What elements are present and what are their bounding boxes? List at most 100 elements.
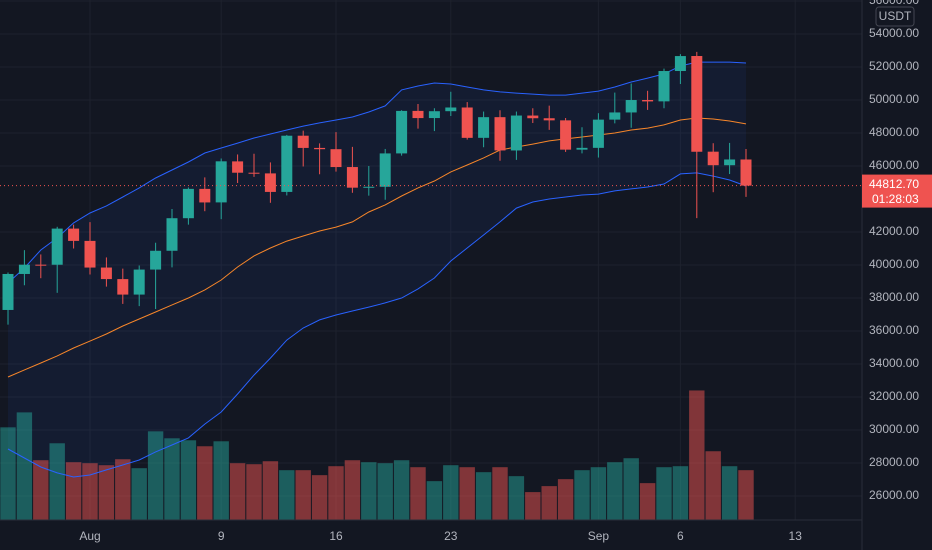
x-tick-label: 6 xyxy=(677,529,684,543)
candle-body xyxy=(51,228,63,265)
volume-bar xyxy=(738,470,754,520)
last-price-box xyxy=(862,174,932,208)
y-tick-label: 26000.00 xyxy=(869,488,919,502)
volume-bar xyxy=(131,468,147,520)
y-tick-label: 30000.00 xyxy=(869,422,919,436)
volume-bar xyxy=(82,463,98,520)
candle-body xyxy=(330,149,342,168)
volume-bar xyxy=(525,492,541,520)
axes: 26000.00 28000.00 30000.00 32000.00 34000.00… xyxy=(79,0,932,543)
y-tick-label: 32000.00 xyxy=(869,389,919,403)
plot xyxy=(0,51,862,520)
bollinger-lower xyxy=(7,172,747,478)
y-tick-label: 52000.00 xyxy=(869,59,919,73)
candle-body xyxy=(625,100,637,113)
candle-body xyxy=(527,115,539,119)
candle-body xyxy=(182,188,194,219)
y-tick-label: 34000.00 xyxy=(869,356,919,370)
last-price-label: 44812.70 xyxy=(869,177,919,191)
volume-bar xyxy=(328,466,344,520)
candle-body xyxy=(412,110,424,119)
currency-box[interactable] xyxy=(875,6,915,27)
y-tick-label: 54000.00 xyxy=(869,26,919,40)
candle-body xyxy=(740,159,752,186)
candle-body xyxy=(363,186,375,188)
volume-bar xyxy=(492,467,508,520)
y-tick-label: 56000.00 xyxy=(869,0,919,7)
volume-bar xyxy=(607,462,623,520)
candle-body xyxy=(691,56,703,152)
candle-body xyxy=(100,267,112,280)
x-tick-label: 16 xyxy=(329,529,343,543)
candle-body xyxy=(232,161,244,173)
candle-body xyxy=(68,228,80,241)
candle-body xyxy=(248,172,260,174)
candle-body xyxy=(576,147,588,150)
candle-body xyxy=(379,153,391,187)
volume-bar xyxy=(213,441,229,520)
candle-body xyxy=(510,115,522,151)
volume-bar xyxy=(721,466,738,520)
candle-body xyxy=(297,135,309,148)
grid xyxy=(0,0,862,520)
candle-body xyxy=(674,56,686,72)
volume-bar xyxy=(361,462,377,520)
volume-bar xyxy=(590,467,607,520)
volume-bar xyxy=(197,446,213,520)
volume-bar xyxy=(0,427,16,520)
candle-body xyxy=(428,111,440,119)
candle-body xyxy=(445,107,457,112)
candle-body xyxy=(543,118,555,121)
y-tick-label: 40000.00 xyxy=(869,257,919,271)
volume-bar xyxy=(180,440,197,520)
volume-bar xyxy=(459,467,475,520)
band-fill xyxy=(8,62,746,478)
candle-body xyxy=(609,112,621,120)
volume-bar xyxy=(475,472,492,520)
y-tick-label: 38000.00 xyxy=(869,290,919,304)
candle-body xyxy=(35,264,47,266)
candle-body xyxy=(150,250,162,270)
candle-body xyxy=(560,120,572,150)
bollinger-upper xyxy=(7,61,747,284)
volume-bar xyxy=(246,464,262,520)
candle-body xyxy=(215,161,227,203)
volume-bar xyxy=(147,431,164,520)
candle-body xyxy=(461,107,473,138)
volume-bar xyxy=(672,466,689,520)
y-tick-label: 42000.00 xyxy=(869,224,919,238)
volume-bar xyxy=(98,465,115,520)
candle-body xyxy=(18,264,30,274)
volume-bar xyxy=(33,460,49,520)
volume-bar xyxy=(705,451,721,520)
volume-bar xyxy=(229,463,246,520)
volume-bar xyxy=(656,467,672,520)
candle-body xyxy=(478,117,490,138)
volume-bar xyxy=(393,460,410,520)
candle-body xyxy=(314,147,326,150)
volume-bar xyxy=(508,476,525,520)
y-tick-label: 46000.00 xyxy=(869,158,919,172)
candle-body xyxy=(117,279,129,295)
volume-bar xyxy=(262,461,279,520)
candle-body xyxy=(396,110,408,154)
candle-body xyxy=(166,218,178,251)
y-tick-label: 50000.00 xyxy=(869,92,919,106)
x-tick-label: 9 xyxy=(218,529,225,543)
volume-bar xyxy=(295,470,311,520)
candle-body xyxy=(346,167,358,188)
volume-bar xyxy=(16,412,33,520)
candle-body xyxy=(642,100,654,102)
candle-body xyxy=(281,135,293,192)
volume-bar xyxy=(541,486,557,520)
moving-average xyxy=(7,117,747,378)
volume-bar xyxy=(65,462,82,520)
volume-bar xyxy=(311,475,328,520)
candle-body xyxy=(133,269,145,295)
volume-bar xyxy=(115,459,131,520)
volume-bar xyxy=(377,463,393,520)
candle-body xyxy=(724,159,736,166)
volume-bar xyxy=(164,438,180,520)
